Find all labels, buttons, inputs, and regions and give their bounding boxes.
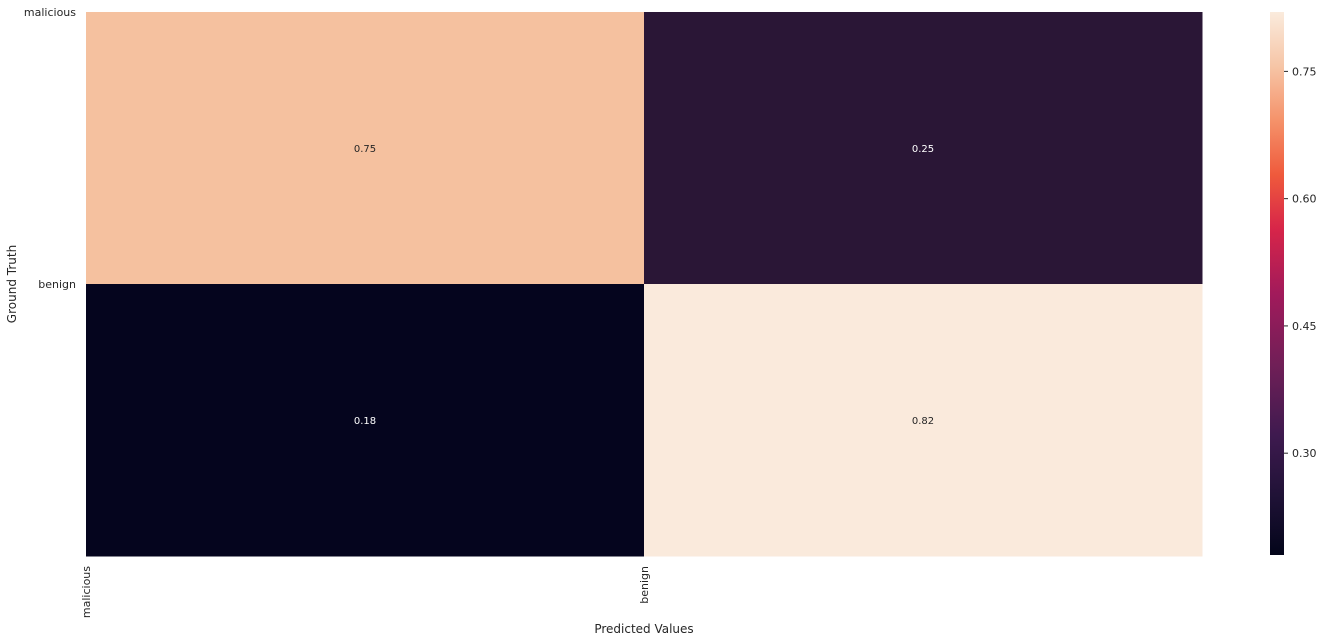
heatmap-cells [86, 12, 1203, 557]
x-tick-label: benign [638, 566, 651, 604]
x-axis-label: Predicted Values [594, 622, 693, 636]
x-tick-label: malicious [80, 566, 93, 618]
cell-annotations: 0.75 0.25 0.18 0.82 [354, 144, 934, 427]
cell-value-label: 0.25 [912, 144, 934, 155]
colorbar-tick-label: 0.30 [1292, 447, 1317, 460]
x-tick-labels: malicious benign [80, 566, 651, 618]
heatmap-cell [644, 284, 1203, 557]
y-tick-labels: malicious benign [24, 6, 76, 291]
colorbar [1270, 12, 1284, 555]
y-tick-label: malicious [24, 6, 76, 19]
cell-value-label: 0.75 [354, 144, 376, 155]
colorbar-ticks: 0.30 0.45 0.60 0.75 [1284, 65, 1317, 460]
colorbar-tick-label: 0.45 [1292, 320, 1317, 333]
y-tick-label: benign [38, 278, 76, 291]
heatmap-cell [86, 12, 645, 285]
cell-value-label: 0.18 [354, 416, 376, 427]
heatmap-cell [86, 284, 645, 557]
heatmap-cell [644, 12, 1203, 285]
colorbar-tick-label: 0.60 [1292, 193, 1317, 206]
cell-value-label: 0.82 [912, 416, 934, 427]
colorbar-tick-label: 0.75 [1292, 65, 1317, 78]
y-axis-label: Ground Truth [5, 245, 19, 323]
